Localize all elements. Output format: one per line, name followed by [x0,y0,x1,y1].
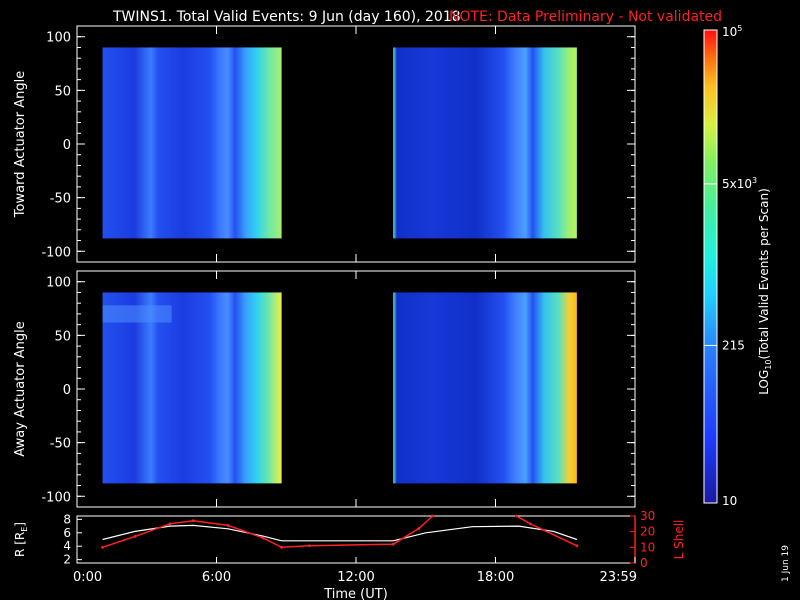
colorbar-tick-label: 105 [722,24,742,39]
y-tick-label: -50 [50,437,71,452]
right-tick-label: 10 [640,540,655,554]
colorbar-scale [703,29,718,504]
lshell-point [515,514,518,518]
away-actuator-panel: 100 50 0 -50 -100 Away Actuator Angle [13,270,636,508]
heatmap-block [393,47,577,239]
lshell-point [308,544,311,548]
right-tick-label: 0 [640,556,648,570]
colorbar-label: LOG10(Total Valid Events per Scan) [757,188,773,395]
right-tick-label: 30 [640,509,655,523]
x-tick-label: 12:00 [337,570,374,585]
colorbar: 10 215 5x103 105 LOG10(Total Valid Events pe… [703,24,773,508]
lshell-point [191,519,195,523]
right-tick-label: 20 [640,525,655,539]
date-stamp: 1 Jun 19 [781,545,791,582]
heatmap-block [102,292,282,484]
x-tick-label: 0:00 [73,570,102,585]
lshell-point [133,534,137,538]
lshell-point [431,514,435,518]
lshell-point [226,524,230,527]
left-tick-label: 8 [63,512,71,526]
y-axis-label: Toward Actuator Angle [13,71,28,218]
lshell-point [168,522,172,526]
r-line [102,524,578,542]
x-axis-label: Time (UT) [323,587,388,600]
lshell-point [391,542,395,546]
y-tick-label: -100 [41,245,71,260]
y-tick-label: 0 [63,138,71,153]
x-tick-label: 23:59 [600,570,637,585]
toward-actuator-panel: 100 50 0 -50 -100 Toward Actuator Angle [13,25,636,263]
y-tick-label: -50 [50,192,71,207]
y-axis-label: Away Actuator Angle [13,321,28,456]
lshell-point [261,536,265,540]
lshell-point [417,527,421,530]
colorbar-tick-label: 215 [722,338,745,352]
colorbar-tick-label: 5x103 [722,176,757,191]
lshell-point [280,545,283,549]
lshell-line [516,515,578,547]
data-preliminary-note: NOTE: Data Preliminary - Not validated [449,9,722,25]
lshell-point [101,545,104,549]
lshell-point [575,544,579,548]
y-tick-label: 50 [54,329,71,344]
colorbar-tick-label: 10 [722,494,737,508]
lshell-line [102,515,434,549]
heatmap-block [102,47,282,239]
y-tick-label: -100 [41,490,71,505]
heatmap-block [393,292,577,484]
left-tick-label: 2 [63,553,71,567]
x-tick-label: 18:00 [477,570,514,585]
left-tick-label: 4 [63,539,71,553]
y-tick-label: 50 [54,84,71,99]
orbit-frame [76,515,636,564]
chart-title: TWINS1. Total Valid Events: 9 Jun (day 1… [112,9,461,25]
right-axis-label: L Shell [672,520,686,560]
left-axis-label: R [RE] [13,522,29,557]
x-tick-label: 6:00 [202,570,231,585]
y-tick-label: 100 [46,276,71,291]
heatmap-band [102,305,172,323]
lshell-point [528,522,532,526]
left-tick-label: 6 [63,526,71,540]
y-tick-label: 100 [46,31,71,46]
y-tick-label: 0 [63,383,71,398]
